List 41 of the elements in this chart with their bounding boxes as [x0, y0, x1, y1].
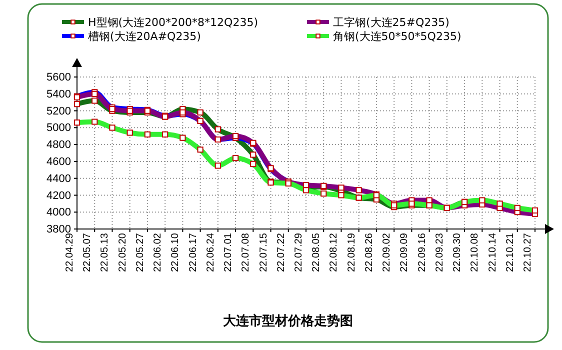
- x-tick-label: 22.08.12: [328, 232, 340, 272]
- x-tick-label: 22.05.27: [134, 232, 146, 272]
- x-tick-label: 22.09.23: [434, 232, 446, 272]
- x-tick-label: 22.05.13: [100, 232, 111, 272]
- x-tick-label: 22.05.20: [117, 232, 128, 272]
- x-tick-label: 22.07.15: [258, 232, 270, 272]
- x-tick-label: 22.06.02: [152, 232, 164, 272]
- x-tick-label: 22.05.07: [82, 232, 94, 272]
- y-tick-label: 4600: [46, 156, 71, 168]
- y-tick-label: 4800: [46, 139, 71, 152]
- x-tick-label: 22.08.05: [311, 232, 322, 272]
- x-tick-label: 22.04.29: [64, 232, 76, 272]
- legend-label: 角钢(大连50*50*5Q235): [333, 30, 462, 43]
- y-tick-label: 5000: [46, 122, 71, 134]
- legend-label: 槽钢(大连20A#Q235): [88, 30, 201, 43]
- text: 大连市型材价格走势图: [223, 313, 353, 329]
- x-tick-label: 22.10.14: [487, 232, 498, 272]
- x-tick-label: 22.09.16: [416, 232, 428, 272]
- x-tick-label: 22.10.21: [504, 232, 516, 272]
- x-tick-label: 22.06.24: [205, 232, 216, 272]
- x-tick-label: 22.09.09: [399, 232, 410, 272]
- x-tick-label: 22.09.02: [382, 232, 393, 272]
- x-tick-label: 22.08.19: [346, 232, 358, 272]
- x-tick-label: 22.06.10: [170, 232, 182, 272]
- y-tick-label: 5600: [46, 72, 71, 84]
- x-tick-label: 22.10.27: [522, 232, 534, 272]
- x-tick-label: 22.07.08: [240, 232, 252, 272]
- y-tick-label: 4000: [46, 206, 71, 219]
- y-tick-label: 5400: [46, 88, 71, 100]
- y-tick-label: 4400: [46, 172, 71, 185]
- x-tick-label: 22.07.22: [276, 232, 287, 272]
- x-tick-label: 22.08.26: [364, 232, 375, 272]
- y-tick-label: 5200: [46, 105, 71, 118]
- legend-label: 工字钢(大连25#Q235): [333, 16, 450, 29]
- x-tick-label: 22.06.17: [188, 232, 199, 272]
- x-tick-label: 22.07.29: [294, 232, 304, 272]
- y-tick-label: 4200: [46, 190, 71, 202]
- legend-label: H型钢(大连200*200*8*12Q235): [88, 16, 258, 29]
- x-tick-label: 22.07.01: [223, 232, 234, 272]
- x-tick-label: 22.10.08: [470, 232, 481, 272]
- x-tick-label: 22.09.30: [452, 232, 464, 272]
